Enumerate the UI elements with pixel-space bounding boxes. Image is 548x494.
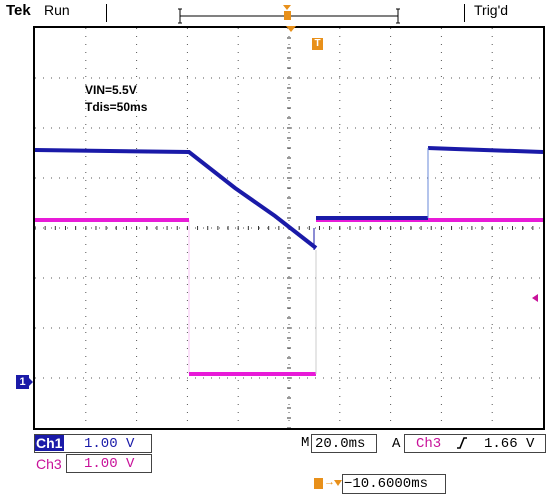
trigger-position-value[interactable]: −10.6000ms [344,476,429,492]
trigger-status: Trig'd [474,2,509,18]
annotation-tdis: Tdis=50ms [85,100,148,114]
ch1-label[interactable]: Ch1 [34,435,65,451]
timebase-value[interactable]: 20.0ms [315,436,366,452]
trigger-level[interactable]: 1.66 V [484,436,535,452]
timebase-readout-box [311,434,377,453]
waveform-display: VIN=5.5V Tdis=50ms T [33,26,545,430]
ch3-level-marker [532,294,538,302]
trigger-point-icon [286,26,296,32]
run-status: Run [44,2,70,18]
ch1-trace [35,146,543,250]
trigger-mode: A [392,436,401,452]
ch1-scale: 1.00 V [84,436,135,452]
rising-edge-icon [457,437,467,449]
timebase-prefix: M [301,435,310,451]
waveform-canvas [35,28,543,428]
ch1-ground-arrow-icon [29,378,33,386]
ch1-ground-marker[interactable]: 1 [16,375,29,389]
record-position-bar [178,5,400,24]
trigger-position-icon [314,478,323,489]
topbar-divider [106,4,107,22]
ch3-readout-box [66,454,152,473]
brand-logo: Tek [6,2,31,19]
ch1-readout-box [34,434,152,453]
ch3-scale: 1.00 V [84,456,135,472]
trigger-time-marker[interactable]: T [312,38,323,50]
topbar-divider [464,4,465,22]
trigger-source[interactable]: Ch3 [416,436,442,452]
status-readout-area: Ch1 1.00 V Ch3 1.00 V M 20.0ms A Ch3 1.6… [0,430,548,494]
ch3-label[interactable]: Ch3 [36,456,62,472]
annotation-vin: VIN=5.5V [85,83,137,97]
trigger-readout-box [404,434,546,453]
arrow-right-icon: → [324,476,335,488]
annotation-block: VIN=5.5V Tdis=50ms [85,82,147,116]
graticule-center-axes [35,28,534,428]
ch3-trace [35,218,543,376]
trigger-point-icon [334,480,342,486]
